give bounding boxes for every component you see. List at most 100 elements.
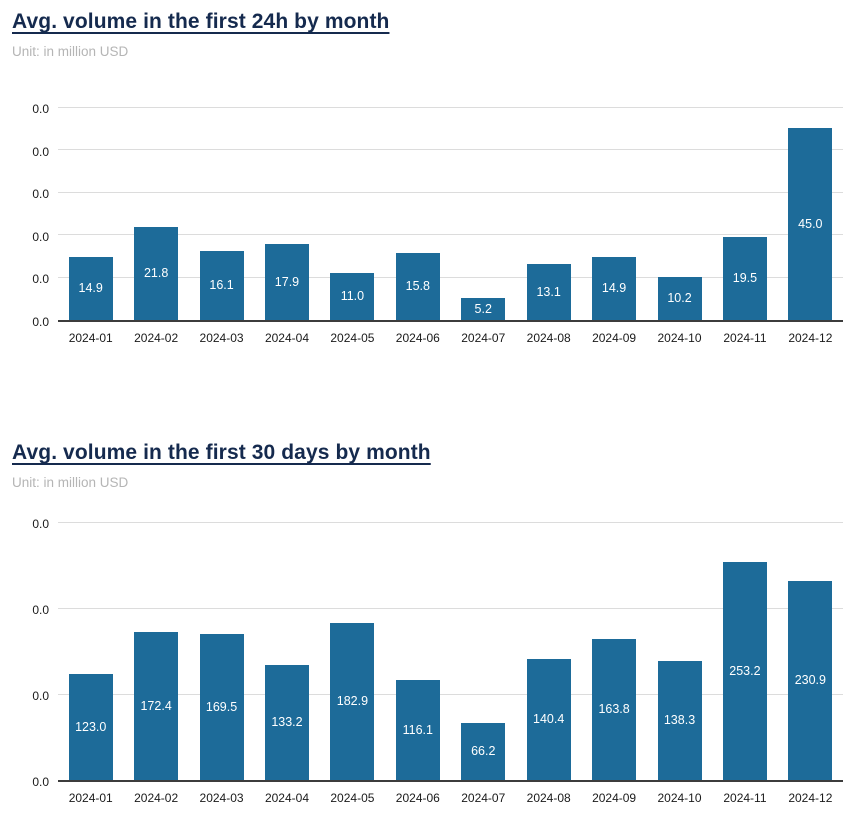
bar-2024-01: 14.9 — [68, 256, 113, 320]
bar-slot: 140.4 — [516, 524, 581, 780]
bar-chart-30d: 0.0 0.0 0.0 0.0 123.0 172.4 169.5 133.2 182.9 116… — [12, 518, 843, 805]
chart-title-30d-link[interactable]: Avg. volume in the first 30 days by mont… — [12, 441, 431, 464]
gridline — [58, 106, 843, 108]
gridline — [58, 234, 843, 236]
gridline — [58, 693, 843, 695]
bar-value-label: 19.5 — [732, 271, 758, 286]
x-tick-label: 2024-01 — [68, 791, 113, 805]
x-tick-label: 2024-08 — [526, 331, 571, 345]
bar-value-label: 17.9 — [274, 274, 300, 289]
chart-section-24h: Avg. volume in the first 24h by month Un… — [12, 10, 843, 345]
bar-slot: 116.1 — [385, 524, 450, 780]
bar-2024-11: 19.5 — [722, 236, 767, 320]
gridline — [58, 149, 843, 151]
chart-subtitle-24h: Unit: in million USD — [12, 44, 129, 59]
bar-2024-10: 10.2 — [657, 276, 702, 320]
bar-value-label: 66.2 — [471, 744, 496, 759]
bar-value-label: 169.5 — [205, 699, 238, 714]
bar-value-label: 123.0 — [75, 719, 107, 734]
chart-section-30d: Avg. volume in the first 30 days by mont… — [12, 441, 843, 805]
bar-value-label: 14.9 — [78, 281, 103, 296]
y-tick-label: 0.0 — [32, 102, 49, 116]
gridline — [58, 276, 843, 278]
bar-slot: 17.9 — [254, 109, 319, 320]
bar-slot: 172.4 — [123, 524, 188, 780]
bar-value-label: 16.1 — [209, 278, 234, 293]
bar-2024-01: 123.0 — [68, 674, 113, 780]
x-tick-label: 2024-05 — [330, 331, 375, 345]
x-tick-label: 2024-10 — [657, 791, 702, 805]
x-tick-label: 2024-07 — [461, 331, 506, 345]
x-tick-label: 2024-01 — [68, 331, 113, 345]
bars-layer: 123.0 172.4 169.5 133.2 182.9 116.1 66.2 140.4 1… — [58, 524, 843, 780]
bar-2024-03: 169.5 — [199, 634, 244, 780]
y-tick-label: 0.0 — [32, 603, 49, 617]
bar-2024-09: 163.8 — [592, 639, 637, 780]
bar-slot: 253.2 — [712, 524, 777, 780]
bar-2024-03: 16.1 — [199, 251, 244, 320]
chart-title-24h-link[interactable]: Avg. volume in the first 24h by month — [12, 10, 390, 33]
bar-2024-05: 11.0 — [330, 273, 375, 320]
bar-value-label: 11.0 — [340, 289, 365, 304]
bar-slot: 169.5 — [189, 524, 254, 780]
x-tick-label: 2024-11 — [723, 791, 767, 805]
bar-2024-06: 15.8 — [395, 252, 440, 320]
x-axis-labels: 2024-01 2024-02 2024-03 2024-04 2024-05 2024-… — [58, 791, 843, 805]
x-tick-label: 2024-11 — [723, 331, 767, 345]
x-tick-label: 2024-03 — [199, 791, 244, 805]
bar-value-label: 116.1 — [402, 722, 433, 737]
bar-slot: 19.5 — [712, 109, 777, 320]
bar-slot: 138.3 — [647, 524, 712, 780]
bar-slot: 123.0 — [58, 524, 123, 780]
bar-slot: 5.2 — [451, 109, 516, 320]
bar-value-label: 182.9 — [336, 694, 369, 709]
x-tick-label: 2024-07 — [461, 791, 506, 805]
bar-slot: 133.2 — [254, 524, 319, 780]
chart-subtitle-30d: Unit: in million USD — [12, 475, 129, 490]
x-tick-label: 2024-04 — [264, 791, 309, 805]
gridline — [58, 191, 843, 193]
y-tick-label: 0.0 — [32, 272, 49, 287]
bar-2024-04: 133.2 — [264, 665, 309, 780]
bar-value-label: 172.4 — [140, 698, 172, 713]
gridline — [58, 607, 843, 609]
x-tick-label: 2024-05 — [330, 791, 375, 805]
y-tick-label: 0.0 — [32, 689, 49, 703]
bar-2024-10: 138.3 — [657, 661, 702, 780]
bar-value-label: 253.2 — [729, 663, 761, 678]
bar-chart-24h: 0.0 0.0 0.0 0.0 0.0 0.0 14.9 21.8 16.1 17.9 11.0 15… — [12, 103, 843, 345]
plot-column: 14.9 21.8 16.1 17.9 11.0 15.8 5.2 13.1 14.9 10.2 1… — [58, 106, 843, 345]
x-tick-label: 2024-09 — [592, 791, 637, 805]
bar-2024-02: 21.8 — [134, 227, 179, 320]
bar-value-label: 230.9 — [794, 673, 826, 688]
bar-value-label: 138.3 — [663, 713, 696, 728]
bar-2024-08: 13.1 — [526, 264, 571, 320]
bar-slot: 14.9 — [58, 109, 123, 320]
x-tick-label: 2024-02 — [134, 331, 179, 345]
y-axis: 0.0 0.0 0.0 0.0 0.0 0.0 — [12, 103, 58, 328]
y-tick-label: 0.0 — [32, 517, 49, 531]
bar-value-label: 45.0 — [798, 216, 823, 231]
bar-2024-07: 5.2 — [461, 297, 506, 320]
bar-value-label: 10.2 — [667, 291, 692, 306]
bar-slot: 16.1 — [189, 109, 254, 320]
bar-2024-05: 182.9 — [330, 622, 375, 780]
bar-value-label: 15.8 — [405, 279, 430, 294]
bar-2024-09: 14.9 — [592, 256, 637, 320]
bar-slot: 14.9 — [581, 109, 646, 320]
x-tick-label: 2024-09 — [592, 331, 637, 345]
bar-2024-12: 230.9 — [788, 581, 833, 780]
bar-slot: 230.9 — [778, 524, 843, 780]
bar-slot: 15.8 — [385, 109, 450, 320]
bar-slot: 10.2 — [647, 109, 712, 320]
bar-slot: 45.0 — [778, 109, 843, 320]
x-tick-label: 2024-03 — [199, 331, 244, 345]
bar-slot: 21.8 — [123, 109, 188, 320]
bar-slot: 13.1 — [516, 109, 581, 320]
bar-2024-11: 253.2 — [722, 562, 767, 780]
bar-value-label: 133.2 — [271, 715, 303, 730]
y-tick-label: 0.0 — [32, 144, 49, 159]
y-axis: 0.0 0.0 0.0 0.0 — [12, 518, 58, 788]
x-tick-label: 2024-12 — [788, 331, 833, 345]
x-tick-label: 2024-12 — [788, 791, 833, 805]
